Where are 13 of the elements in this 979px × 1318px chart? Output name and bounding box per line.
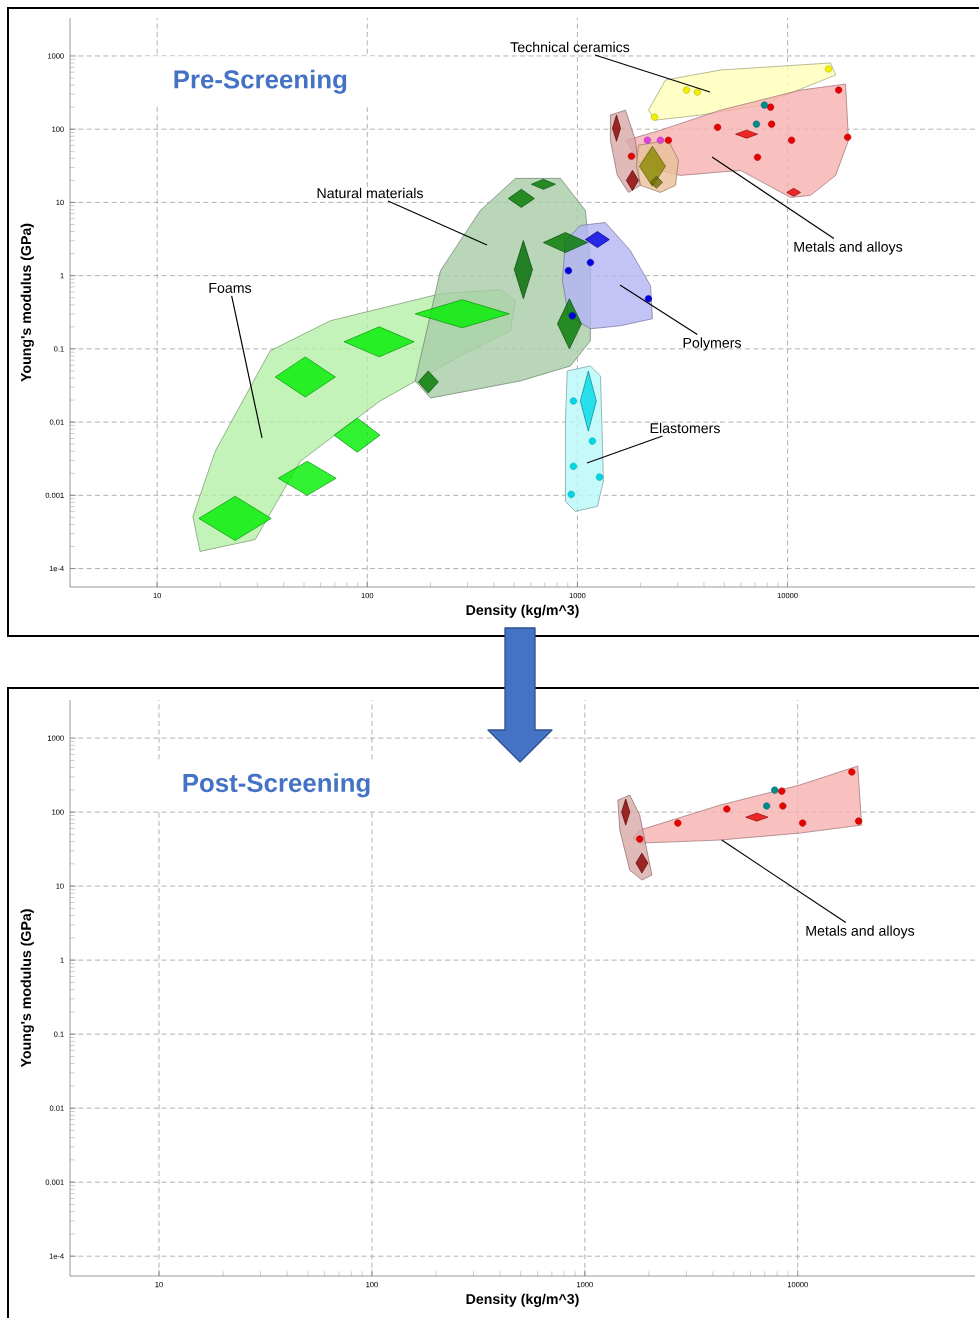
annotation: Technical ceramics xyxy=(510,41,630,53)
annotation: Metals and alloys xyxy=(794,241,903,255)
x-axis-title: Density (kg/m^3) xyxy=(466,604,579,618)
annotation: Metals and alloys xyxy=(806,925,915,939)
text: Post-Screening xyxy=(183,773,370,798)
text: Pre-Screening xyxy=(174,69,347,94)
annotation: Natural materials xyxy=(317,187,423,199)
y-axis-title: Young's modulus (GPa) xyxy=(20,223,34,382)
annotation: Polymers xyxy=(683,337,741,351)
annotation: Foams xyxy=(209,283,252,293)
annotation: Elastomers xyxy=(650,422,720,434)
y-axis-title: Young's modulus (GPa) xyxy=(20,909,34,1068)
x-axis-title: Density (kg/m^3) xyxy=(466,1293,579,1307)
